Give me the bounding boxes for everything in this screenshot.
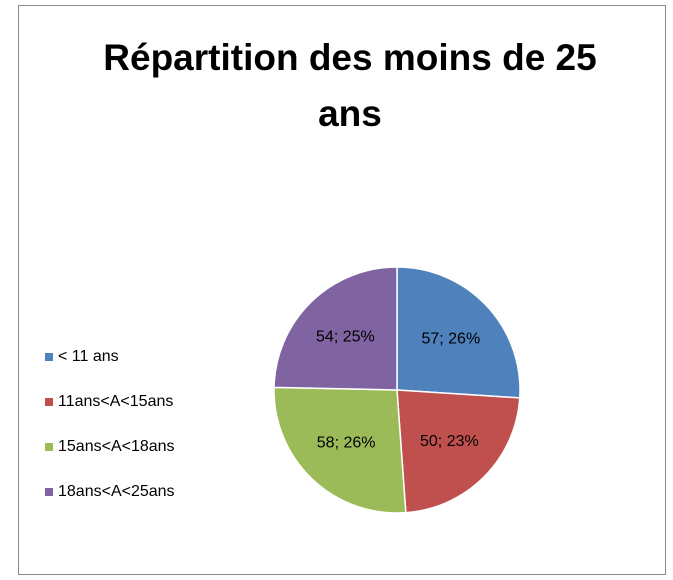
legend-swatch — [45, 443, 53, 451]
pie-slice — [396, 389, 521, 514]
legend-label: 15ans<A<18ans — [58, 438, 175, 455]
chart-frame — [18, 5, 666, 575]
data-label: 58; 26% — [317, 435, 376, 452]
chart-title: Répartition des moins de 25 ans — [103, 37, 597, 134]
legend-swatch — [45, 398, 53, 406]
data-label: 50; 23% — [420, 433, 479, 450]
legend-label: < 11 ans — [58, 348, 119, 365]
legend-label: 11ans<A<15ans — [58, 393, 173, 410]
legend-label: 18ans<A<25ans — [58, 483, 175, 500]
data-label: 54; 25% — [316, 328, 375, 345]
legend-swatch — [45, 353, 53, 361]
legend-swatch — [45, 488, 53, 496]
data-label: 57; 26% — [421, 331, 480, 348]
pie-slice — [396, 266, 521, 399]
pie-slice — [273, 266, 398, 391]
pie-slice — [273, 386, 407, 514]
